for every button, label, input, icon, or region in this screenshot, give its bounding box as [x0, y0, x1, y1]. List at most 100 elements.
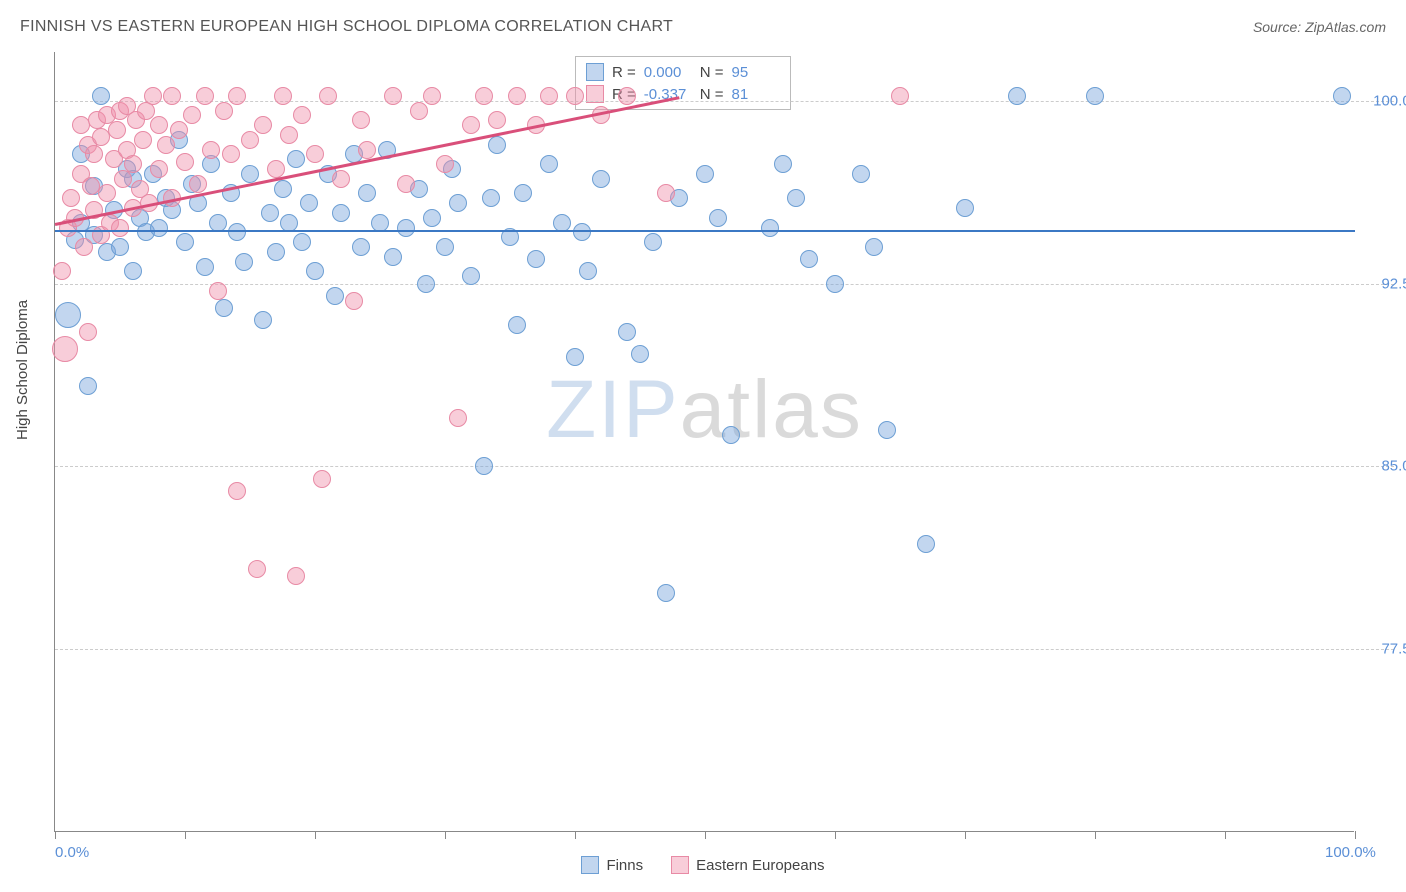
r-value-finns: 0.000 [644, 64, 692, 81]
scatter-point [696, 165, 714, 183]
scatter-point [176, 233, 194, 251]
scatter-point [917, 535, 935, 553]
x-tick [315, 831, 316, 839]
scatter-point [527, 250, 545, 268]
scatter-point [274, 87, 292, 105]
scatter-point [52, 336, 78, 362]
y-tick-label: 92.5% [1364, 275, 1406, 292]
scatter-plot-area: ZIPatlas R = 0.000 N = 95 R = -0.337 N =… [54, 52, 1354, 832]
scatter-point [449, 409, 467, 427]
scatter-point [1008, 87, 1026, 105]
x-tick [185, 831, 186, 839]
x-tick [1355, 831, 1356, 839]
scatter-point [248, 560, 266, 578]
scatter-point [657, 184, 675, 202]
y-tick-label: 100.0% [1364, 92, 1406, 109]
scatter-point [280, 126, 298, 144]
scatter-point [865, 238, 883, 256]
scatter-point [134, 131, 152, 149]
legend-item-finns: Finns [581, 856, 643, 874]
scatter-point [553, 214, 571, 232]
scatter-point [482, 189, 500, 207]
scatter-point [852, 165, 870, 183]
scatter-point [300, 194, 318, 212]
scatter-point [417, 275, 435, 293]
scatter-point [183, 106, 201, 124]
scatter-point [514, 184, 532, 202]
scatter-point [326, 287, 344, 305]
scatter-point [111, 219, 129, 237]
gridline [55, 649, 1394, 650]
scatter-point [254, 116, 272, 134]
scatter-point [241, 165, 259, 183]
scatter-point [202, 141, 220, 159]
scatter-point [157, 136, 175, 154]
scatter-point [332, 170, 350, 188]
scatter-point [358, 184, 376, 202]
scatter-point [267, 160, 285, 178]
scatter-point [55, 302, 81, 328]
scatter-point [235, 253, 253, 271]
scatter-point [384, 87, 402, 105]
scatter-point [293, 106, 311, 124]
scatter-point [540, 155, 558, 173]
scatter-point [228, 87, 246, 105]
scatter-point [657, 584, 675, 602]
scatter-point [592, 170, 610, 188]
scatter-point [449, 194, 467, 212]
scatter-point [352, 238, 370, 256]
legend-item-eastern: Eastern Europeans [671, 856, 824, 874]
scatter-point [75, 238, 93, 256]
scatter-point [215, 102, 233, 120]
series-legend: Finns Eastern Europeans [0, 856, 1406, 874]
scatter-point [108, 121, 126, 139]
scatter-point [124, 155, 142, 173]
scatter-point [475, 457, 493, 475]
x-tick [835, 831, 836, 839]
y-tick-label: 85.0% [1364, 458, 1406, 475]
scatter-point [62, 189, 80, 207]
scatter-point [488, 111, 506, 129]
scatter-point [196, 87, 214, 105]
scatter-point [111, 238, 129, 256]
legend-label-eastern: Eastern Europeans [696, 857, 824, 874]
x-tick [965, 831, 966, 839]
scatter-point [722, 426, 740, 444]
scatter-point [267, 243, 285, 261]
scatter-point [410, 102, 428, 120]
scatter-point [92, 87, 110, 105]
scatter-point [423, 209, 441, 227]
n-value-finns: 95 [732, 64, 780, 81]
scatter-point [79, 377, 97, 395]
scatter-point [222, 145, 240, 163]
scatter-point [397, 219, 415, 237]
scatter-point [280, 214, 298, 232]
x-tick [1225, 831, 1226, 839]
scatter-point [209, 214, 227, 232]
scatter-point [319, 87, 337, 105]
scatter-point [150, 219, 168, 237]
scatter-point [1086, 87, 1104, 105]
scatter-point [144, 87, 162, 105]
scatter-point [287, 150, 305, 168]
scatter-point [800, 250, 818, 268]
scatter-point [98, 184, 116, 202]
watermark-part1: ZIP [546, 364, 680, 455]
scatter-point [384, 248, 402, 266]
scatter-point [787, 189, 805, 207]
legend-swatch-eastern [671, 856, 689, 874]
scatter-point [423, 87, 441, 105]
scatter-point [462, 116, 480, 134]
x-tick [1095, 831, 1096, 839]
scatter-point [878, 421, 896, 439]
scatter-point [436, 155, 454, 173]
scatter-point [293, 233, 311, 251]
n-label: N = [700, 64, 724, 81]
scatter-point [209, 282, 227, 300]
scatter-point [358, 141, 376, 159]
scatter-point [579, 262, 597, 280]
scatter-point [644, 233, 662, 251]
scatter-point [508, 87, 526, 105]
r-label: R = [612, 64, 636, 81]
scatter-point [306, 145, 324, 163]
